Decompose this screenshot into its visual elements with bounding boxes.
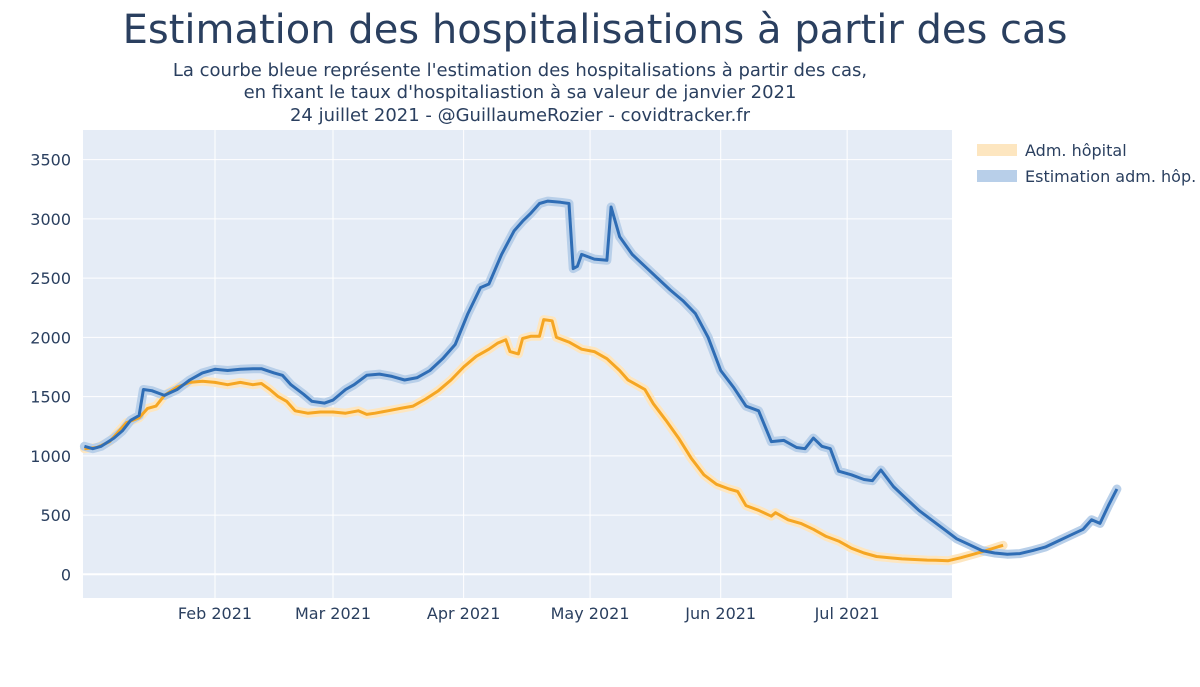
y-tick-label: 1500 xyxy=(30,388,71,407)
x-tick-label: May 2021 xyxy=(551,604,630,623)
x-tick-label: Feb 2021 xyxy=(178,604,252,623)
series-layer xyxy=(79,196,1122,566)
x-tick-label: Apr 2021 xyxy=(427,604,500,623)
y-tick-label: 500 xyxy=(40,506,71,525)
y-axis: 0 500 1000 1500 2000 2500 3000 3500 xyxy=(30,151,71,585)
subtitle-line-3: 24 juillet 2021 - @GuillaumeRozier - cov… xyxy=(289,105,751,126)
plot-area xyxy=(83,130,952,598)
legend-swatch-adm-hopital[interactable] xyxy=(977,144,1017,156)
x-tick-label: Jul 2021 xyxy=(814,604,880,623)
x-tick-label: Mar 2021 xyxy=(295,604,371,623)
chart-title: Estimation des hospitalisations à partir… xyxy=(122,7,1068,53)
y-tick-label: 3500 xyxy=(30,151,71,170)
y-tick-label: 2000 xyxy=(30,328,71,347)
series-line-estimation xyxy=(83,199,1119,556)
legend-label-adm-hopital[interactable]: Adm. hôpital xyxy=(1025,141,1127,160)
legend[interactable]: Adm. hôpital Estimation adm. hôp. xyxy=(977,141,1196,186)
y-tick-label: 2500 xyxy=(30,269,71,288)
subtitle-line-1: La courbe bleue représente l'estimation … xyxy=(172,60,868,81)
y-tick-label: 3000 xyxy=(30,210,71,229)
series-line-adm-hopital xyxy=(84,318,1004,563)
subtitle-line-2: en fixant le taux d'hospitaliastion à sa… xyxy=(243,82,797,103)
y-tick-label: 1000 xyxy=(30,447,71,466)
y-gridlines xyxy=(83,159,952,576)
x-axis: Feb 2021 Mar 2021 Apr 2021 May 2021 Jun 2021… xyxy=(178,604,880,623)
legend-label-estimation[interactable]: Estimation adm. hôp. xyxy=(1025,167,1196,186)
y-tick-label: 0 xyxy=(61,565,71,584)
legend-swatch-estimation[interactable] xyxy=(977,170,1017,182)
x-tick-label: Jun 2021 xyxy=(684,604,756,623)
